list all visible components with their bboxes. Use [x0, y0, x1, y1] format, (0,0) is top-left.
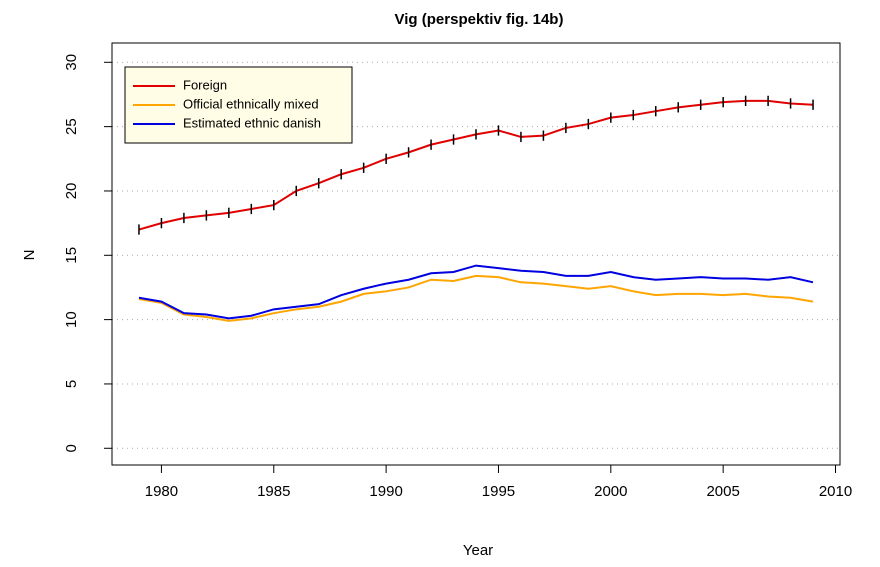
y-tick-label: 25	[63, 118, 80, 135]
x-tick-label: 2010	[819, 483, 852, 500]
x-tick-label: 1980	[145, 483, 178, 500]
x-tick-label: 1995	[482, 483, 515, 500]
legend-label: Foreign	[183, 77, 227, 92]
y-tick-label: 10	[63, 311, 80, 328]
chart-title: Vig (perspektiv fig. 14b)	[395, 11, 564, 28]
y-tick-label: 15	[63, 247, 80, 264]
y-tick-label: 0	[63, 444, 80, 452]
y-tick-label: 30	[63, 54, 80, 71]
x-tick-label: 2000	[594, 483, 627, 500]
legend: Foreign Official ethnically mixed Estimate…	[124, 66, 353, 144]
x-tick-label: 1985	[257, 483, 290, 500]
series-line	[138, 264, 814, 320]
legend-label: Estimated ethnic danish	[183, 115, 321, 130]
y-axis-label: N	[21, 250, 38, 261]
legend-label: Official ethnically mixed	[183, 96, 319, 111]
x-tick-label: 2005	[706, 483, 739, 500]
plot-frame	[111, 42, 841, 466]
y-tick-label: 5	[63, 380, 80, 388]
series-line	[138, 274, 814, 322]
x-axis-label: Year	[463, 542, 493, 559]
y-tick-label: 20	[63, 183, 80, 200]
x-tick-label: 1990	[369, 483, 402, 500]
